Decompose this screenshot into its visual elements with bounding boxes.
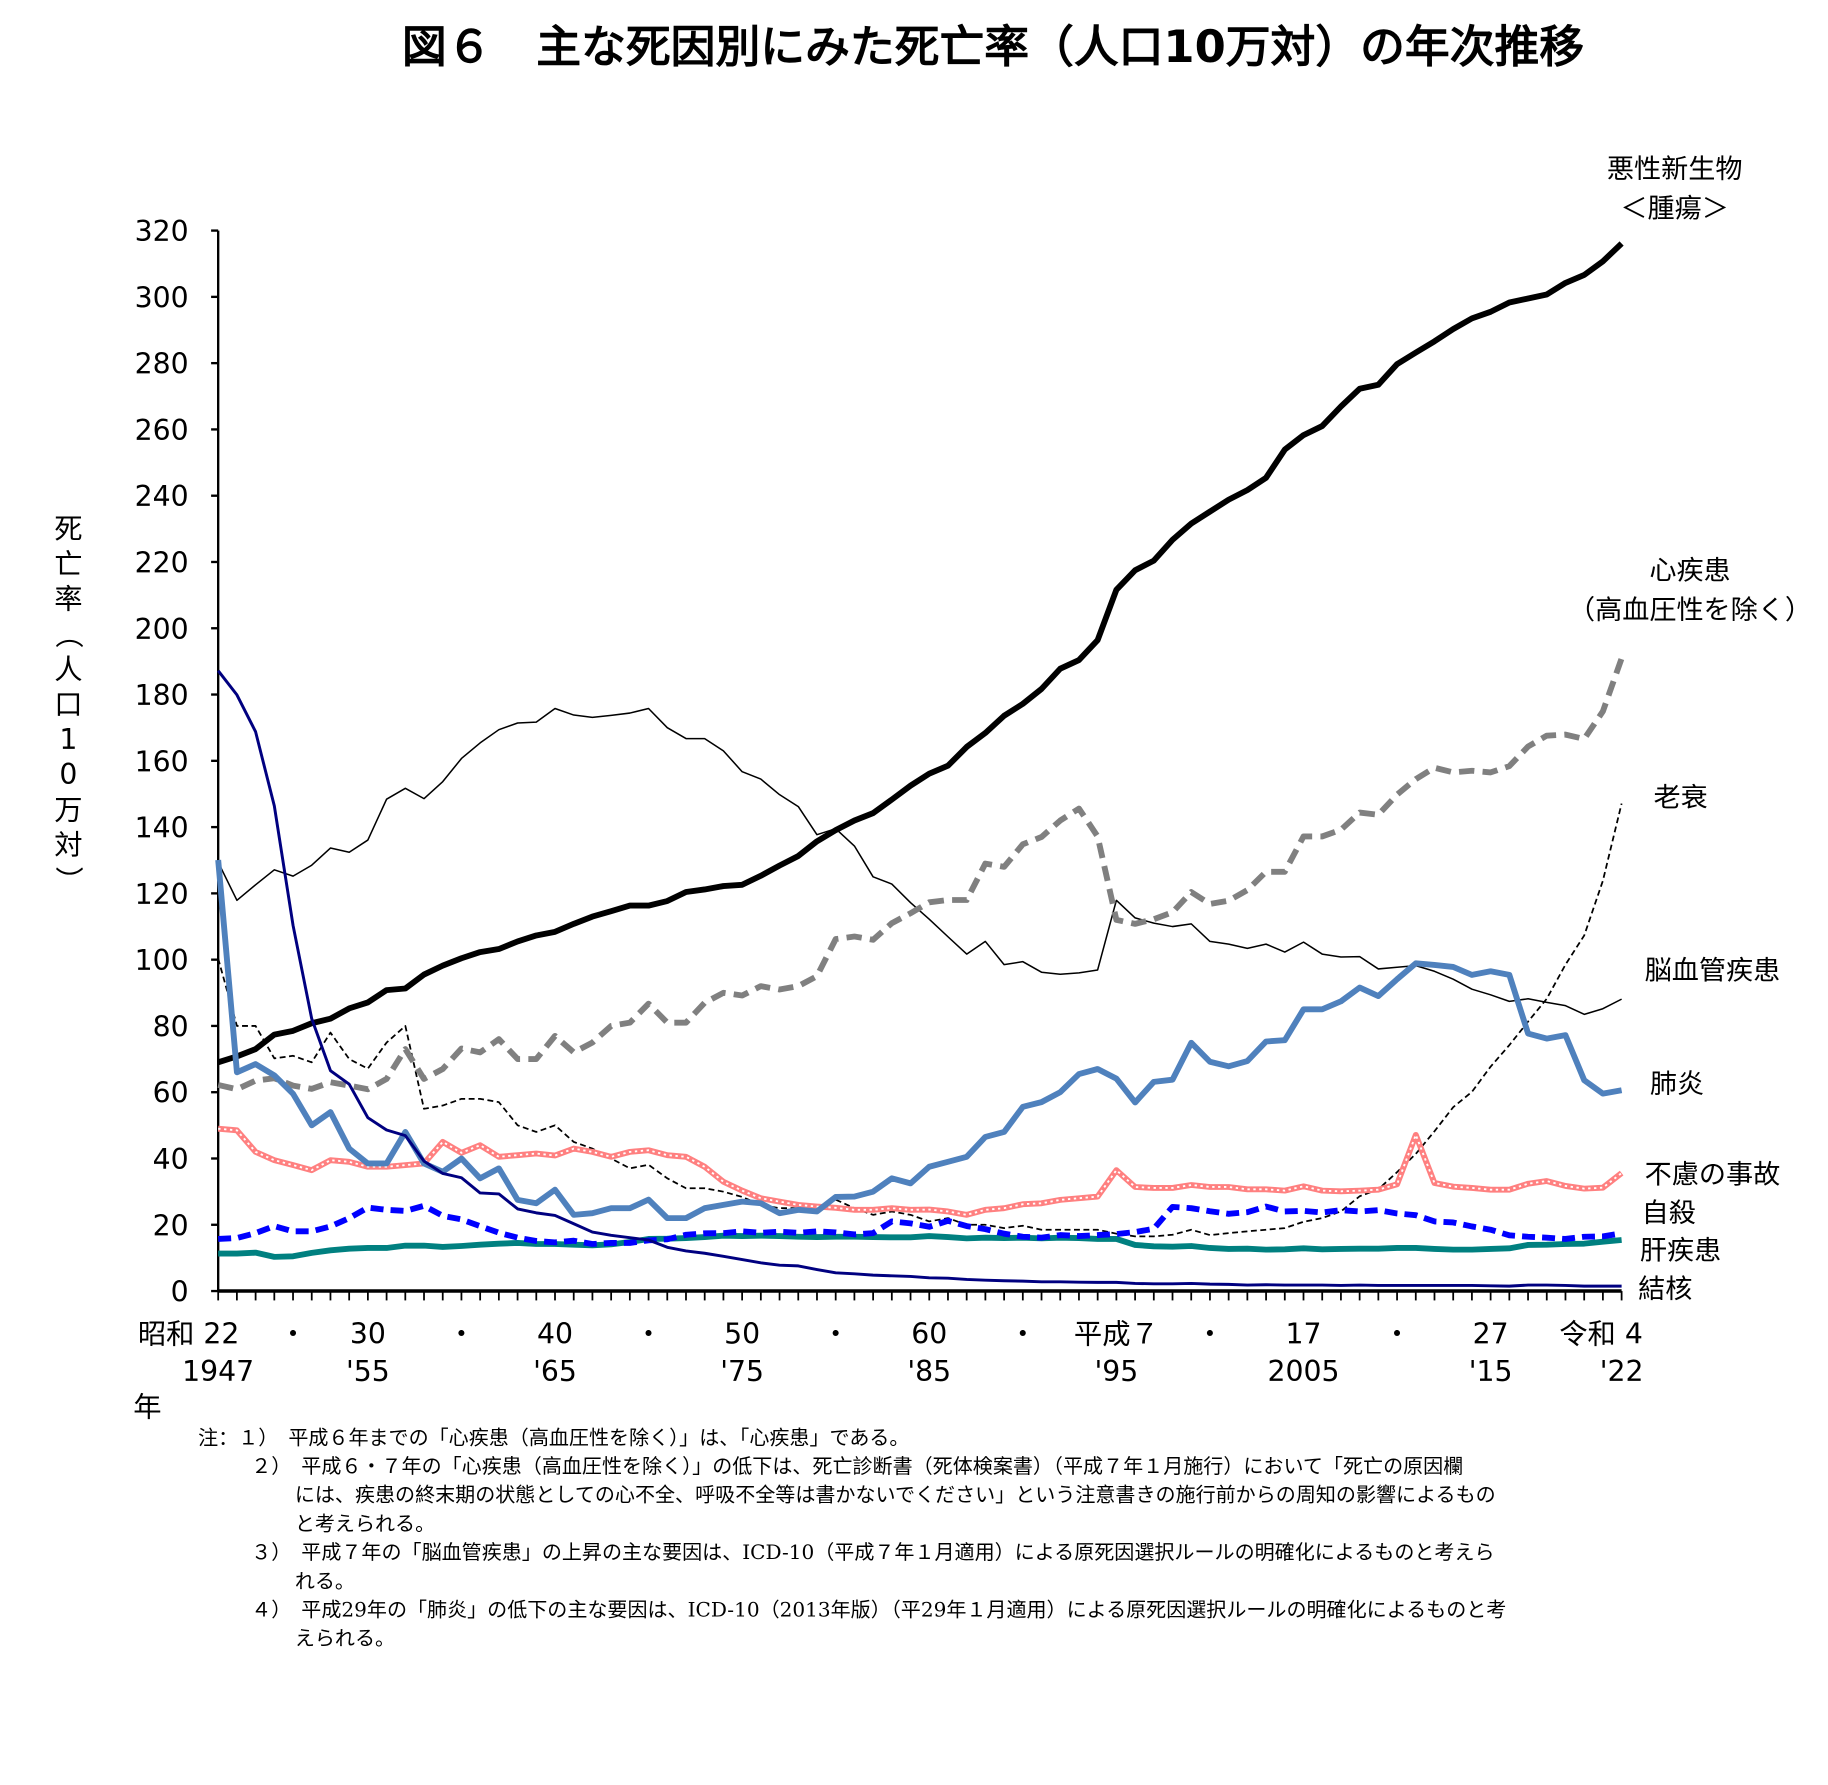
y-tick-label: 300 bbox=[135, 281, 189, 314]
y-tick-label: 280 bbox=[135, 348, 189, 381]
series-label: ＜腫瘍＞ bbox=[1620, 194, 1728, 225]
y-tick-label: 160 bbox=[135, 745, 189, 778]
y-axis-label-char: 率 bbox=[54, 583, 82, 616]
series-label: 自殺 bbox=[1642, 1198, 1696, 1229]
x-tick-label-era: 40 bbox=[537, 1318, 573, 1351]
x-tick-label-era: 30 bbox=[350, 1318, 386, 1351]
y-tick-label: 40 bbox=[153, 1143, 189, 1176]
y-axis-label-char: 0 bbox=[59, 758, 77, 791]
series-line-2 bbox=[217, 803, 1623, 1238]
series-line-dots-5 bbox=[218, 1127, 1623, 1216]
y-axis-label-char: ） bbox=[52, 866, 85, 894]
chart-title: 図６ 主な死因別にみた死亡率（人口10万対）の年次推移 bbox=[402, 21, 1584, 73]
x-tick-label-western: '15 bbox=[1469, 1355, 1513, 1388]
series-group bbox=[215, 241, 1625, 1288]
x-tick-label-era: ・ bbox=[279, 1318, 307, 1351]
y-axis-label-char: 口 bbox=[54, 688, 82, 721]
series-label: 心疾患 bbox=[1649, 555, 1730, 586]
y-tick-label: 320 bbox=[135, 215, 189, 248]
x-tick-label-western: '75 bbox=[720, 1355, 764, 1388]
x-tick-label-era: ・ bbox=[1009, 1318, 1037, 1351]
x-tick-label-western: '22 bbox=[1600, 1355, 1644, 1388]
x-tick-label-western: 2005 bbox=[1267, 1355, 1339, 1388]
series-label: 老衰 bbox=[1653, 783, 1707, 814]
x-tick-label-western: '95 bbox=[1094, 1355, 1138, 1388]
y-axis-label: 死亡率 （ 人口10万対 ） bbox=[52, 513, 85, 895]
y-tick-label: 180 bbox=[135, 679, 189, 712]
footnote-line: ２） 平成６・７年の「心疾患（高血圧性を除く）」の低下は、死亡診断書（死体検案書… bbox=[251, 1454, 1463, 1478]
x-tick-label-era: ・ bbox=[447, 1318, 475, 1351]
x-tick-label-era: ・ bbox=[1383, 1318, 1411, 1351]
series-labels: 悪性新生物 ＜腫瘍＞ 心疾患 （高血圧性を除く） 老衰脳血管疾患肺炎不慮の事故自殺肝疾患… bbox=[1568, 154, 1812, 1305]
x-tick-label-western: '85 bbox=[907, 1355, 951, 1388]
series-label: 結核 bbox=[1638, 1274, 1692, 1305]
y-axis-label-char: （ bbox=[52, 620, 85, 648]
x-tick-label-era: 60 bbox=[911, 1318, 947, 1351]
footnote-line: ３） 平成７年の「脳血管疾患」の上昇の主な要因は、ICD-10（平成７年１月適用… bbox=[251, 1540, 1494, 1564]
series-line-8 bbox=[217, 669, 1622, 1288]
y-tick-label: 80 bbox=[153, 1011, 189, 1044]
series-label: 悪性新生物 bbox=[1607, 154, 1743, 185]
y-tick-label: 200 bbox=[135, 613, 189, 646]
y-axis-label-char: 人 bbox=[54, 653, 82, 686]
y-axis-label-char: 亡 bbox=[54, 548, 82, 581]
y-axis-label-char: 万 bbox=[54, 793, 82, 826]
footnote-line: には、疾患の終末期の状態としての心不全、呼吸不全等は書かないでください」という注… bbox=[295, 1483, 1496, 1507]
x-tick-label-era: ・ bbox=[822, 1318, 850, 1351]
x-tick-label-western: '55 bbox=[346, 1355, 390, 1388]
series-label: （高血圧性を除く） bbox=[1568, 595, 1812, 626]
footnote-line: れる。 bbox=[295, 1569, 355, 1593]
y-axis-label-char: 死 bbox=[54, 513, 82, 546]
series-label: 肝疾患 bbox=[1640, 1236, 1721, 1267]
x-tick-label-era: 17 bbox=[1285, 1318, 1321, 1351]
y-axis-label-char: 対 bbox=[54, 829, 82, 862]
series-line-0 bbox=[217, 241, 1624, 1066]
series-label: 肺炎 bbox=[1650, 1069, 1704, 1100]
y-axis-label-char: 1 bbox=[59, 723, 77, 756]
x-tick-label-western: 1947 bbox=[182, 1355, 254, 1388]
x-tick-label-era: 平成７ bbox=[1074, 1318, 1159, 1351]
x-tick-label-era: 令和 4 bbox=[1559, 1318, 1643, 1351]
footnote-line: えられる。 bbox=[295, 1626, 395, 1650]
footnote-line: ４） 平成29年の「肺炎」の低下の主な要因は、ICD-10（2013年版）（平2… bbox=[251, 1598, 1506, 1622]
series-line-1 bbox=[217, 657, 1625, 1093]
y-tick-label: 60 bbox=[153, 1077, 189, 1110]
x-tick-label-era: 27 bbox=[1473, 1318, 1509, 1351]
x-tick-label-era: 昭和 22 bbox=[138, 1318, 240, 1351]
series-label: 不慮の事故 bbox=[1645, 1159, 1781, 1190]
x-tick-label-era: ・ bbox=[1196, 1318, 1224, 1351]
axes: 0 20 40 60 80 100 120 140 160 180 200 220 240 260 280 3… bbox=[135, 215, 1644, 1388]
y-tick-label: 140 bbox=[135, 812, 189, 845]
y-tick-label: 0 bbox=[171, 1276, 189, 1309]
series-line-4 bbox=[215, 859, 1623, 1222]
y-tick-label: 260 bbox=[135, 414, 189, 447]
x-axis-label: 年 bbox=[133, 1390, 161, 1423]
y-tick-label: 240 bbox=[135, 480, 189, 513]
footnote-line: 注：１） 平成６年までの「心疾患（高血圧性を除く）」は、「心疾患」である。 bbox=[198, 1425, 909, 1449]
footnotes: 注：１） 平成６年までの「心疾患（高血圧性を除く）」は、「心疾患」である。 ２） … bbox=[198, 1425, 1506, 1650]
y-tick-label: 120 bbox=[135, 878, 189, 911]
x-tick-label-era: 50 bbox=[724, 1318, 760, 1351]
y-tick-label: 20 bbox=[153, 1209, 189, 1242]
y-tick-label: 220 bbox=[135, 547, 189, 580]
footnote-line: と考えられる。 bbox=[295, 1511, 435, 1535]
series-line-7 bbox=[218, 1232, 1622, 1260]
series-line-6 bbox=[218, 1202, 1623, 1247]
x-tick-label-era: ・ bbox=[634, 1318, 662, 1351]
series-label: 脳血管疾患 bbox=[1645, 956, 1781, 987]
x-tick-label-western: '65 bbox=[533, 1355, 577, 1388]
y-tick-label: 100 bbox=[135, 944, 189, 977]
